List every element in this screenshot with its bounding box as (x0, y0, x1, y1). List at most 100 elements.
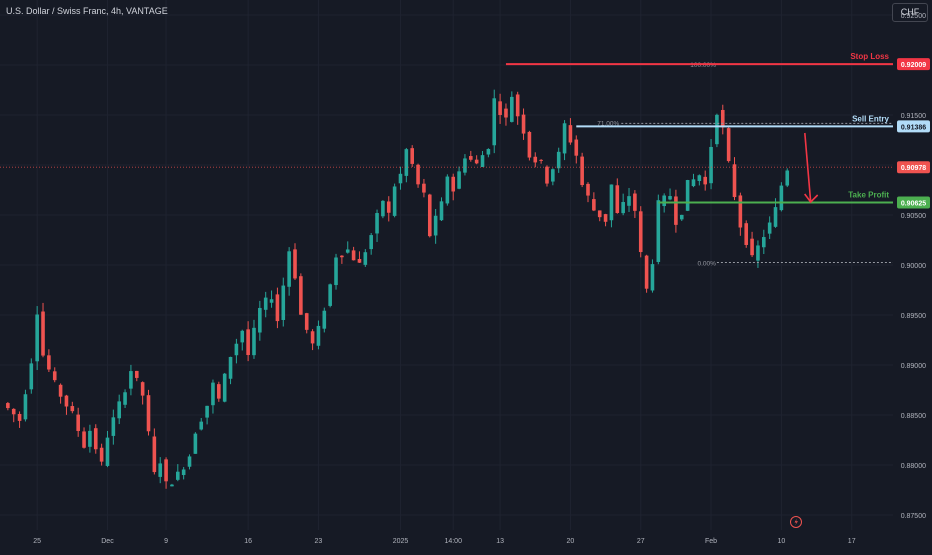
candle-body (656, 200, 661, 262)
candle-body (650, 264, 655, 291)
candle-body (29, 363, 34, 390)
candle-body (193, 433, 198, 454)
candle-body (744, 223, 749, 245)
chart-title: U.S. Dollar / Swiss Franc, 4h, VANTAGE (6, 6, 168, 16)
take-profit-price-tag: 0.90625 (897, 196, 930, 209)
candle-body (181, 469, 186, 476)
candle-body (105, 437, 110, 466)
candle (521, 108, 526, 140)
candle-body (363, 252, 368, 265)
candle (58, 383, 63, 404)
candle-body (709, 146, 713, 184)
currency-button[interactable]: CHF (892, 3, 928, 22)
candle (756, 240, 760, 268)
candle-body (785, 170, 790, 186)
candle (293, 243, 297, 280)
candle-body (228, 356, 233, 379)
candle (240, 329, 245, 351)
candle-body (539, 159, 543, 161)
candle-body (304, 313, 309, 330)
candle (603, 213, 608, 227)
candle (252, 319, 256, 359)
candle-body (422, 183, 426, 193)
y-tick-label: 0.89000 (901, 363, 926, 370)
candle-body (129, 371, 133, 389)
candle (545, 165, 549, 187)
candle-body (58, 384, 63, 397)
candle (111, 409, 116, 445)
candle-body (88, 430, 92, 447)
candle-body (574, 139, 579, 156)
candle-body (445, 176, 450, 204)
candle-body (627, 196, 631, 206)
candle-body (99, 447, 104, 462)
candle-body (117, 401, 121, 419)
candle-body (498, 101, 502, 115)
candle (199, 418, 204, 431)
candle (656, 194, 661, 265)
candle-body (510, 96, 514, 122)
candle-body (381, 200, 385, 217)
lightning-icon[interactable] (790, 516, 802, 528)
candle-body (697, 175, 702, 181)
candle (679, 214, 684, 222)
candle (785, 168, 790, 188)
candle-body (662, 195, 666, 207)
candle-body (762, 237, 766, 248)
candle-body (562, 123, 567, 154)
x-tick-label: 20 (567, 538, 575, 545)
candle-body (146, 395, 151, 432)
candle (310, 329, 315, 351)
candle (164, 457, 168, 489)
candle-body (217, 384, 221, 399)
candle (609, 184, 614, 228)
candle (474, 155, 479, 165)
y-tick-label: 0.91500 (901, 113, 926, 120)
candle-body (474, 159, 479, 164)
candle (762, 229, 766, 255)
candle (715, 113, 719, 148)
candle-body (316, 325, 321, 346)
candle (533, 152, 538, 168)
candle (451, 173, 456, 201)
candle (47, 349, 51, 373)
candle-body (621, 202, 625, 214)
candle (82, 427, 86, 449)
candle (140, 381, 145, 405)
fib-100-label: 100.00% (690, 62, 716, 69)
arrow-head (804, 193, 819, 204)
candle-body (152, 436, 157, 473)
y-tick-label: 0.89500 (901, 313, 926, 320)
candle-body (521, 114, 526, 134)
candle (17, 411, 22, 428)
candle (299, 273, 303, 315)
candle-body (773, 207, 778, 227)
candle (351, 246, 356, 261)
stop-loss-label: Stop Loss (850, 52, 889, 61)
candle (41, 302, 45, 358)
candle (726, 126, 731, 163)
candle-body (732, 164, 737, 198)
candle (650, 259, 655, 293)
candle-body (644, 255, 649, 289)
candle-body (263, 297, 268, 310)
candle (779, 182, 784, 212)
x-tick-label: Feb (705, 538, 717, 545)
candle-body (504, 108, 508, 118)
candle-body (597, 210, 602, 218)
candle-body (176, 471, 180, 480)
y-tick-label: 0.92500 (901, 13, 926, 20)
take-profit-price-tag-bg (897, 196, 930, 209)
candle (551, 168, 555, 186)
take-profit-price-tag-text: 0.90625 (901, 201, 926, 208)
candle-body (269, 299, 274, 303)
y-axis: 0.925000.920000.915000.910000.905000.900… (901, 13, 926, 520)
candle (222, 372, 227, 403)
candle-body (404, 149, 409, 176)
candle-body (158, 463, 163, 477)
x-tick-label: 16 (244, 538, 252, 545)
candle-body (674, 196, 678, 225)
candle (504, 103, 508, 126)
